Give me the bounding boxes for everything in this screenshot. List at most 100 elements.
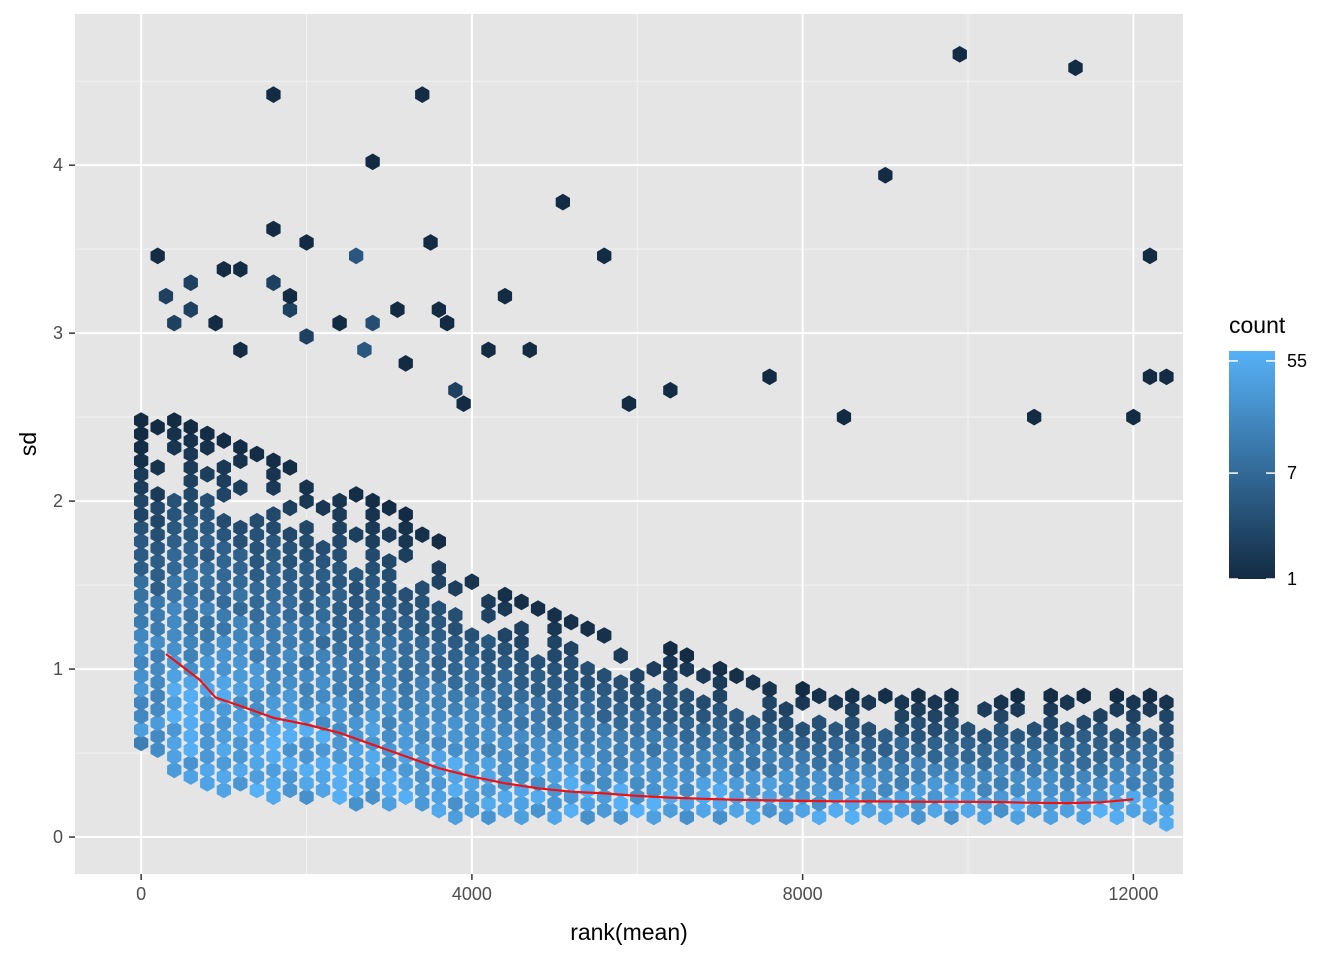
hex-bin <box>233 560 248 577</box>
hex-bin <box>547 741 562 758</box>
hex-bin <box>1010 781 1025 799</box>
hex-bin <box>382 714 397 732</box>
hex-bin <box>580 620 595 638</box>
hex-bin <box>167 667 182 685</box>
hex-bin <box>183 459 198 476</box>
hex-bin <box>630 734 645 752</box>
hex-bin <box>315 580 331 597</box>
hex-bin <box>514 727 529 745</box>
hex-bin <box>448 701 463 718</box>
hex-bin <box>431 734 446 752</box>
hex-bin <box>547 714 562 732</box>
hex-bin <box>1126 707 1141 725</box>
hex-bin <box>646 795 661 812</box>
hex-bin <box>547 795 562 812</box>
hex-bin <box>167 680 182 698</box>
hex-bin <box>431 788 446 806</box>
hex-bin <box>349 247 364 265</box>
hex-bin <box>150 486 165 503</box>
hex-bin <box>315 687 331 705</box>
hex-bin <box>382 499 397 517</box>
hex-bin <box>431 721 446 738</box>
hex-bin <box>183 620 198 638</box>
hex-bin <box>415 593 430 611</box>
hex-bin <box>1142 701 1158 718</box>
hex-bin <box>878 768 893 785</box>
hex-bin <box>944 781 959 799</box>
hex-bin <box>1142 795 1158 812</box>
hex-bin <box>911 687 926 705</box>
hex-bin <box>282 741 298 758</box>
hex-bin <box>299 654 314 671</box>
hex-bin <box>1109 727 1124 745</box>
hex-bin <box>646 687 661 705</box>
hex-bin <box>927 748 943 765</box>
hex-bin <box>993 694 1009 711</box>
hex-bin <box>712 687 728 705</box>
hex-bin <box>812 808 827 826</box>
hex-bin <box>249 687 265 705</box>
hex-bin <box>448 687 463 705</box>
hex-bin <box>349 580 364 597</box>
hex-bin <box>679 741 694 758</box>
hex-bin <box>564 654 579 671</box>
hex-bin <box>266 694 281 711</box>
hex-bin <box>150 660 165 678</box>
hex-bin <box>845 781 860 799</box>
hex-bin <box>745 768 761 785</box>
hex-bin <box>315 620 331 638</box>
hex-bin <box>382 647 397 664</box>
hex-bin <box>564 734 579 752</box>
hex-bin <box>134 465 149 483</box>
hex-bin <box>778 808 794 826</box>
hex-bin <box>613 674 628 691</box>
hex-bin <box>398 694 413 711</box>
hex-bin <box>315 553 331 570</box>
hex-bin <box>712 701 728 718</box>
hex-bin <box>134 452 149 470</box>
hex-bin <box>398 613 413 631</box>
hex-bin <box>415 580 430 597</box>
hex-bin <box>630 761 645 779</box>
hex-bin <box>663 680 678 698</box>
hex-bin <box>514 620 529 638</box>
hex-bin <box>183 301 198 318</box>
hex-bin <box>530 721 546 738</box>
hex-bin <box>167 600 182 617</box>
hex-bin <box>1159 775 1174 792</box>
hex-bin <box>216 580 231 597</box>
hex-bin <box>299 546 314 564</box>
hex-bin <box>613 714 628 732</box>
hex-bin <box>249 727 265 745</box>
hex-bin <box>382 674 397 691</box>
hex-bin <box>960 775 976 792</box>
hex-bin <box>398 761 413 779</box>
hex-bin <box>150 580 165 597</box>
hex-bin <box>464 748 480 765</box>
hex-bin <box>679 781 694 799</box>
hex-bin <box>1093 734 1108 752</box>
hex-bin <box>464 654 480 671</box>
hex-bin <box>282 768 298 785</box>
hex-bin <box>927 775 943 792</box>
hex-bin <box>580 808 595 826</box>
hex-bin <box>233 721 248 738</box>
hex-bin <box>282 287 298 305</box>
hex-bin <box>514 647 529 664</box>
hex-bin <box>481 607 496 624</box>
hex-bin <box>1068 59 1083 77</box>
hex-bin <box>332 519 347 537</box>
hex-bin <box>282 633 298 651</box>
hex-bin <box>795 748 810 765</box>
hex-bin <box>663 721 678 738</box>
hex-bin <box>1109 768 1124 785</box>
hex-bin <box>249 539 265 557</box>
hex-bin <box>927 734 943 752</box>
hex-bin <box>514 593 529 611</box>
hex-bin <box>745 754 761 772</box>
hex-bin <box>597 680 612 698</box>
hex-bin <box>977 727 992 745</box>
hex-bin <box>1010 741 1025 758</box>
hex-bin <box>167 640 182 658</box>
hex-bin <box>663 801 678 819</box>
